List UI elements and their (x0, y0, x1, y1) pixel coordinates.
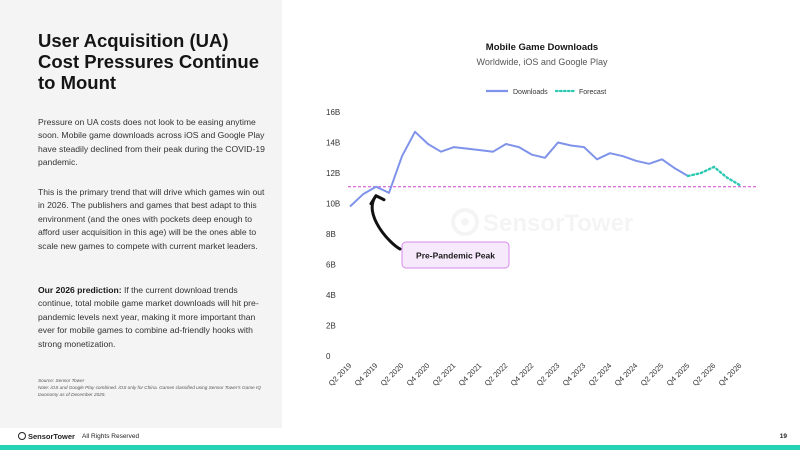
x-tick-label: Q4 2022 (509, 361, 536, 388)
pre-pandemic-peak-callout: Pre-Pandemic Peak (369, 194, 510, 269)
left-panel: User Acquisition (UA) Cost Pressures Con… (0, 0, 282, 428)
x-tick-label: Q4 2023 (561, 361, 588, 388)
trend-paragraph: This is the primary trend that will driv… (38, 187, 265, 251)
x-tick-label: Q4 2019 (353, 361, 380, 388)
x-tick-label: Q2 2019 (327, 361, 354, 388)
chart-subtitle: Worldwide, iOS and Google Play (477, 57, 608, 67)
watermark-logo: SensorTower (451, 208, 633, 237)
x-tick-label: Q4 2026 (717, 361, 744, 388)
x-tick-label: Q2 2023 (535, 361, 562, 388)
page-title: User Acquisition (UA) Cost Pressures Con… (38, 30, 260, 93)
source-line: Source: Sensor Tower (38, 378, 85, 383)
legend-label-downloads: Downloads (513, 89, 548, 96)
prediction-label: Our 2026 prediction: (38, 285, 122, 295)
x-tick-label: Q2 2022 (483, 361, 510, 388)
chart-title: Mobile Game Downloads (486, 42, 598, 53)
y-tick-label: 0 (326, 352, 331, 361)
y-axis-ticks: 0 2B 4B 6B 8B 10B 12B 14B 16B (326, 108, 340, 361)
callout-box (401, 241, 510, 269)
x-tick-label: Q2 2026 (691, 361, 718, 388)
downloads-chart: SensorTower Mobile Game Downloads Worldw… (326, 42, 758, 388)
x-tick-label: Q2 2021 (431, 361, 458, 388)
x-tick-label: Q2 2025 (639, 361, 666, 388)
x-tick-label: Q4 2020 (405, 361, 432, 388)
x-tick-label: Q4 2024 (613, 361, 640, 388)
legend-label-forecast: Forecast (579, 89, 606, 96)
callout-arrow (369, 194, 402, 251)
x-axis-ticks: Q2 2019 Q4 2019 Q2 2020 Q4 2020 Q2 2021 Q4 20… (327, 361, 744, 388)
prediction-text: If the current download trends continue,… (38, 285, 259, 349)
y-tick-label: 16B (326, 108, 340, 117)
y-tick-label: 10B (326, 200, 340, 209)
prediction-paragraph: Our 2026 prediction: If the current down… (38, 284, 270, 351)
x-tick-label: Q4 2021 (457, 361, 484, 388)
x-tick-label: Q4 2025 (665, 361, 692, 388)
source-note: Source: Sensor Tower Note: iOS and Googl… (38, 377, 270, 398)
downloads-series-line (349, 130, 689, 208)
sensor-tower-logo-icon (18, 432, 26, 440)
watermark-text: SensorTower (483, 210, 633, 237)
x-tick-label: Q2 2024 (587, 361, 614, 388)
accent-bar (0, 445, 800, 450)
forecast-series-line (686, 165, 742, 187)
note-line: Note: iOS and Google Play combined. iOS … (38, 385, 261, 397)
x-tick-label: Q2 2020 (379, 361, 406, 388)
intro-paragraph: Pressure on UA costs does not look to be… (38, 117, 265, 168)
footer-logo-text: SensorTower (28, 432, 75, 441)
y-tick-label: 4B (326, 291, 336, 300)
legend: Downloads Forecast (486, 89, 606, 96)
callout-label: Pre-Pandemic Peak (416, 251, 495, 261)
y-tick-label: 6B (326, 261, 336, 270)
footer: SensorTower All Rights Reserved 19 (0, 428, 800, 450)
footer-rights: All Rights Reserved (82, 433, 140, 440)
y-tick-label: 14B (326, 139, 340, 148)
y-tick-label: 2B (326, 322, 336, 331)
y-tick-label: 8B (326, 230, 336, 239)
page-number: 19 (779, 433, 787, 440)
y-tick-label: 12B (326, 169, 340, 178)
footer-logo: SensorTower (18, 432, 75, 441)
